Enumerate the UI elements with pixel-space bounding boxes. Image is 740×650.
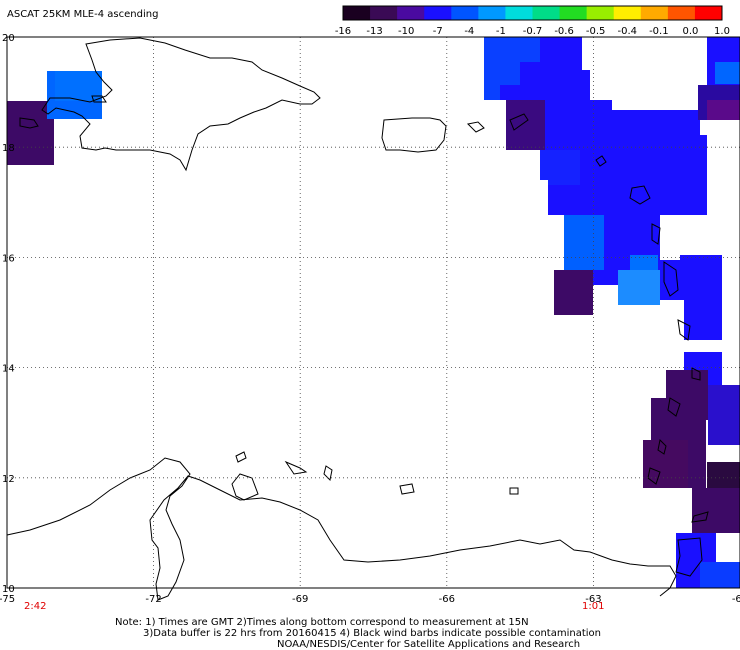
colorbar-segment	[343, 6, 371, 20]
swath-cell	[715, 62, 740, 84]
colorbar-tick-label: -0.6	[554, 26, 574, 37]
colorbar-tick-label: -7	[433, 26, 443, 37]
colorbar	[342, 5, 723, 21]
pass-time-east: 1:01	[582, 601, 605, 612]
lat-label: 14	[2, 364, 15, 375]
map-border	[6, 36, 740, 589]
axis-labels: -75 -72 -69 -66 -63 -60 20 18 16 14 12 10	[0, 33, 740, 605]
coastline-trinidad	[675, 537, 703, 577]
coastline-cuba-tip	[19, 117, 39, 129]
coastline-hispaniola	[41, 37, 321, 172]
lon-label: -72	[145, 594, 161, 605]
colorbar-segment	[424, 6, 452, 20]
swath-cell	[707, 100, 740, 120]
lon-label: -60	[732, 594, 740, 605]
swath-cell	[707, 462, 740, 490]
lat-label: 10	[2, 584, 15, 595]
lon-label: -63	[585, 594, 601, 605]
coastline-barbados	[691, 367, 701, 381]
note-line-3: NOAA/NESDIS/Center for Satellite Applica…	[277, 639, 581, 650]
colorbar-segment	[451, 6, 479, 20]
figure-title: ASCAT 25KM MLE-4 ascending	[7, 9, 159, 20]
colorbar-tick-label: -0.1	[649, 26, 669, 37]
coastline-south-america	[6, 457, 677, 601]
coastline-aruba	[235, 451, 247, 463]
swath-cell	[506, 100, 545, 150]
coastlines	[6, 37, 709, 601]
coastline-st-vincent	[667, 397, 681, 417]
lat-label: 20	[2, 33, 15, 44]
coastline-gonave	[91, 95, 107, 103]
coastline-island	[595, 155, 607, 167]
colorbar-tick-labels: -16 -13 -10 -7 -4 -1 -0.7 -0.6 -0.5 -0.4 -0.1 0.0 1.…	[335, 26, 730, 37]
colorbar-tick-label: -0.7	[523, 26, 543, 37]
colorbar-tick-label: -0.5	[586, 26, 606, 37]
lat-label: 16	[2, 253, 15, 264]
coastline-anegada	[509, 113, 529, 131]
lat-label: 12	[2, 474, 15, 485]
coastline-bonaire	[323, 465, 333, 482]
coastline-virgin-islands	[466, 121, 485, 133]
colorbar-segment	[694, 6, 723, 20]
coastline-grenada	[647, 467, 661, 485]
colorbar-tick-label: -13	[366, 26, 382, 37]
coastline-dominica	[651, 223, 661, 245]
colorbar-segment	[613, 6, 642, 20]
lon-label: -75	[0, 594, 15, 605]
swath-cell	[564, 215, 604, 270]
swath-cell	[618, 270, 660, 305]
swath-cell	[692, 488, 740, 533]
colorbar-tick-label: 1.0	[714, 26, 730, 37]
colorbar-segment	[532, 6, 561, 20]
coastline-paraguana	[231, 473, 259, 501]
colorbar-tick-label: 0.0	[682, 26, 698, 37]
colorbar-tick-label: -4	[464, 26, 474, 37]
colorbar-segment	[559, 6, 588, 20]
colorbar-tick-label: -0.4	[617, 26, 637, 37]
coastline-martinique	[663, 261, 679, 297]
data-swaths	[7, 37, 740, 588]
coastline-island	[399, 483, 415, 495]
colorbar-frame	[342, 5, 723, 21]
colorbar-tick-label: -1	[496, 26, 506, 37]
note-line-1: Note: 1) Times are GMT 2)Times along bot…	[115, 617, 529, 628]
lon-label: -69	[292, 594, 308, 605]
swath-cell	[540, 150, 580, 185]
note-line-2: 3)Data buffer is 22 hrs from 20160415 4)…	[143, 628, 601, 639]
colorbar-segment	[397, 6, 425, 20]
lat-label: 18	[2, 143, 15, 154]
colorbar-segment	[640, 6, 669, 20]
coastline-island	[509, 487, 519, 495]
lon-label: -66	[439, 594, 455, 605]
colorbar-segment	[505, 6, 533, 20]
coastline-tobago	[691, 511, 709, 523]
colorbar-tick-label: -10	[398, 26, 414, 37]
swath-cell	[7, 101, 54, 165]
swath-cell	[554, 270, 593, 315]
colorbar-segment	[370, 6, 398, 20]
pass-time-west: 2:42	[24, 601, 47, 612]
coastline-grenadines	[657, 438, 667, 455]
coastline-guadeloupe	[629, 185, 651, 205]
swath-cell	[708, 385, 740, 445]
swath-cell	[700, 562, 740, 588]
coastline-puerto-rico	[381, 117, 447, 153]
coastline-st-lucia	[677, 319, 691, 341]
colorbar-tick-label: -16	[335, 26, 351, 37]
colorbar-segment	[667, 6, 696, 20]
colorbar-segment	[586, 6, 615, 20]
swath-cell	[484, 37, 540, 100]
swath-cell	[630, 255, 658, 270]
coastline-curacao	[284, 460, 308, 475]
colorbar-segment	[478, 6, 506, 20]
